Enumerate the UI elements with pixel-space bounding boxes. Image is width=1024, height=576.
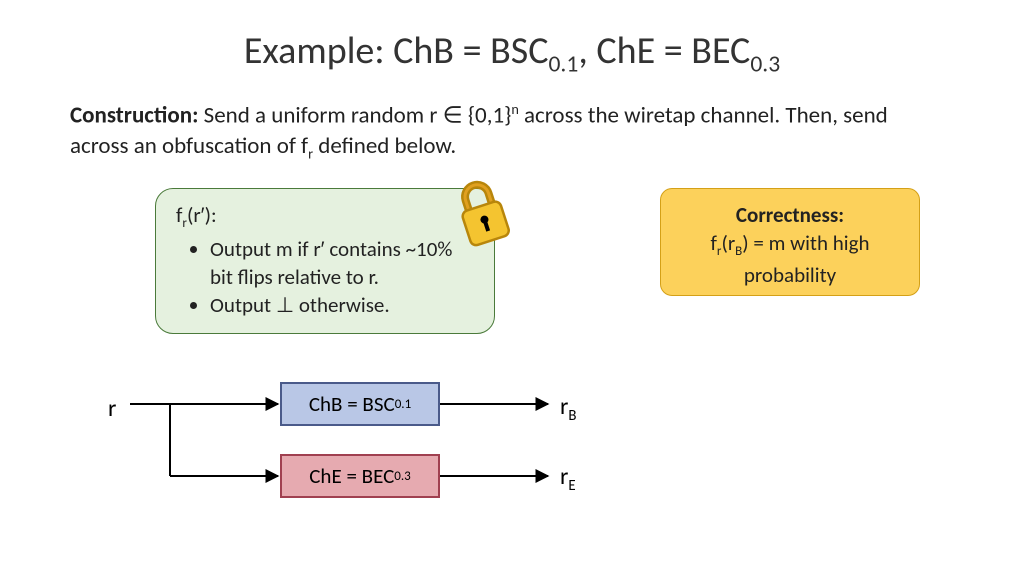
construction-label: Construction: [70,102,198,130]
fr-bullet-1: Output m if r′ contains ~10% bit flips r… [210,235,474,292]
fr-h-post: (r′): [187,202,217,228]
construction-exp: n [511,100,519,118]
che-text: ChE = BEC [309,463,394,489]
fr-bullet-2: Output ⊥ otherwise. [210,291,474,319]
construction-text: Construction: Send a uniform random r ∈ … [70,100,950,163]
chb-channel-box: ChB = BSC0.1 [280,382,440,426]
construction-p3: defined below. [313,132,456,160]
title-sub2: 0.3 [750,51,780,79]
fr-bullet-list: Output m if r′ contains ~10% bit flips r… [176,235,474,320]
construction-p1: Send a uniform random r ∈ {0,1} [198,102,511,130]
re-sub: E [568,476,575,494]
c-mid1: (r [721,230,735,256]
fr-heading: fr(r′): [176,201,474,233]
lock-icon [450,172,514,252]
rb-output-label: rB [560,392,576,424]
correctness-heading-text: Correctness: [736,202,844,228]
correctness-heading: Correctness: [671,201,909,229]
title-part1: Example: ChB = BSC [244,28,549,74]
channel-diagram: r ChB = BSC0.1 ChE = BEC0.3 rB rE [100,372,800,552]
title-part2: , ChE = BEC [578,28,750,74]
correctness-line: fr(rB) = m with high probability [671,229,909,289]
slide-title: Example: ChB = BSC0.1, ChE = BEC0.3 [0,28,1024,79]
che-channel-box: ChE = BEC0.3 [280,454,440,498]
che-sub: 0.3 [394,469,410,484]
function-definition-box: fr(r′): Output m if r′ contains ~10% bit… [155,188,495,334]
correctness-box: Correctness: fr(rB) = m with high probab… [660,188,920,296]
title-sub1: 0.1 [548,51,578,79]
re-output-label: rE [560,462,576,494]
chb-text: ChB = BSC [309,391,395,417]
chb-sub: 0.1 [395,397,411,412]
c-mid2: ) = m with high probability [742,230,869,288]
rb-sub: B [568,406,576,424]
diagram-lines [100,372,800,532]
